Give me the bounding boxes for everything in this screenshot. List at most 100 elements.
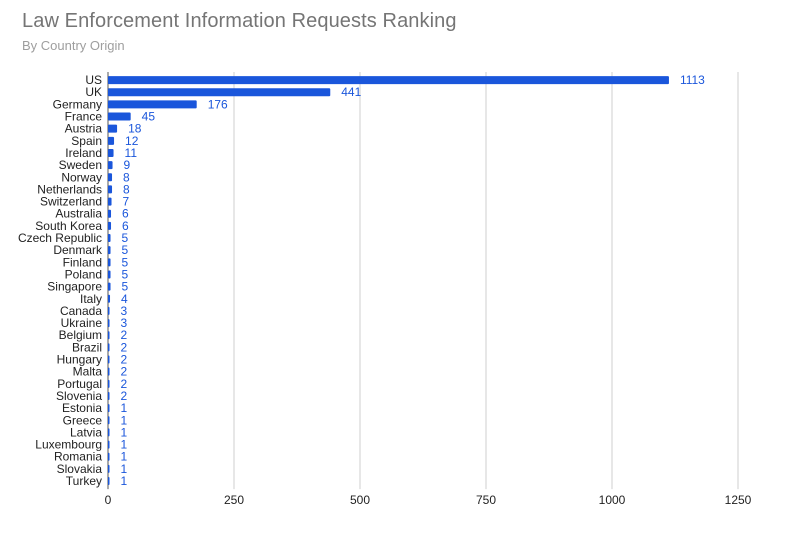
chart-title: Law Enforcement Information Requests Ran…	[22, 10, 457, 32]
x-tick-label: 1000	[599, 493, 626, 507]
data-label: 1	[121, 425, 128, 439]
data-label: 4	[121, 292, 128, 306]
bar	[108, 355, 110, 364]
data-label: 441	[341, 85, 361, 99]
data-label: 1	[121, 474, 128, 488]
data-label: 2	[121, 377, 128, 391]
bar	[108, 391, 110, 400]
bar	[108, 379, 110, 388]
bar	[108, 88, 331, 97]
data-label: 6	[122, 219, 129, 233]
x-tick-label: 250	[224, 493, 244, 507]
data-label: 2	[121, 389, 128, 403]
bar	[108, 258, 111, 267]
category-label: Austria	[65, 122, 103, 136]
bar	[108, 246, 111, 255]
data-label: 1	[121, 401, 128, 415]
bar	[108, 197, 112, 206]
data-label: 1113	[680, 73, 705, 87]
data-label: 18	[128, 122, 142, 136]
category-label: South Korea	[35, 219, 102, 233]
bar	[108, 161, 113, 170]
category-label: Spain	[71, 134, 102, 148]
category-label: Czech Republic	[18, 231, 102, 245]
bar	[108, 270, 111, 279]
bar	[108, 282, 111, 291]
data-label: 3	[121, 304, 128, 318]
bar	[108, 221, 112, 230]
category-label: Slovenia	[56, 389, 102, 403]
category-label: Hungary	[57, 353, 102, 367]
category-label: Norway	[61, 170, 102, 184]
category-label: Belgium	[59, 328, 102, 342]
category-label: US	[85, 73, 102, 87]
category-label: Italy	[80, 292, 102, 306]
category-label: Greece	[63, 413, 103, 427]
data-label: 1	[121, 438, 128, 452]
x-tick-label: 1250	[725, 493, 752, 507]
x-tick-label: 750	[476, 493, 496, 507]
bar	[108, 173, 113, 182]
data-label: 2	[121, 328, 128, 342]
bar	[108, 124, 118, 133]
category-label: Brazil	[72, 340, 102, 354]
data-label: 8	[123, 170, 130, 184]
bar	[108, 100, 197, 109]
data-label: 2	[121, 340, 128, 354]
data-label: 176	[208, 97, 228, 111]
bar	[108, 343, 110, 352]
bar	[108, 464, 110, 473]
data-label: 2	[121, 353, 128, 367]
category-label: Poland	[65, 267, 102, 281]
category-label: Denmark	[53, 243, 103, 257]
data-label: 9	[124, 158, 131, 172]
data-label: 1	[121, 413, 128, 427]
category-label: Switzerland	[40, 195, 102, 209]
data-label: 5	[122, 280, 129, 294]
bar	[108, 185, 113, 194]
category-label: Australia	[55, 207, 102, 221]
bar	[108, 234, 111, 243]
bar	[108, 331, 110, 340]
data-label: 1	[121, 462, 128, 476]
data-label: 5	[122, 231, 129, 245]
bar	[108, 306, 110, 315]
bar	[108, 112, 131, 121]
data-label: 3	[121, 316, 128, 330]
category-label: Malta	[73, 365, 103, 379]
data-label: 11	[125, 146, 138, 160]
data-label: 12	[125, 134, 139, 148]
category-label: UK	[85, 85, 102, 99]
category-label: Portugal	[57, 377, 102, 391]
category-label: Ireland	[65, 146, 102, 160]
category-label: Latvia	[70, 425, 102, 439]
data-label: 6	[122, 207, 129, 221]
bar	[108, 416, 110, 425]
bar	[108, 136, 115, 145]
bar	[108, 452, 110, 461]
data-label: 45	[142, 110, 156, 124]
bar	[108, 428, 110, 437]
category-label: Luxembourg	[35, 438, 102, 452]
category-label: Singapore	[47, 280, 102, 294]
category-label: Netherlands	[37, 182, 102, 196]
data-label: 1	[121, 450, 128, 464]
category-label: France	[65, 110, 103, 124]
category-label: Canada	[60, 304, 102, 318]
bar	[108, 319, 110, 328]
category-label: Sweden	[59, 158, 102, 172]
bar	[108, 440, 110, 449]
x-tick-label: 500	[350, 493, 370, 507]
category-label: Slovakia	[57, 462, 103, 476]
category-label: Finland	[63, 255, 102, 269]
data-label: 7	[123, 195, 130, 209]
category-label: Estonia	[62, 401, 102, 415]
bar	[108, 367, 110, 376]
data-label: 5	[122, 267, 129, 281]
bar	[108, 209, 112, 218]
chart-subtitle: By Country Origin	[22, 38, 125, 53]
bar	[108, 294, 111, 303]
data-label: 2	[121, 365, 128, 379]
x-tick-label: 0	[105, 493, 112, 507]
data-label: 5	[122, 243, 129, 257]
